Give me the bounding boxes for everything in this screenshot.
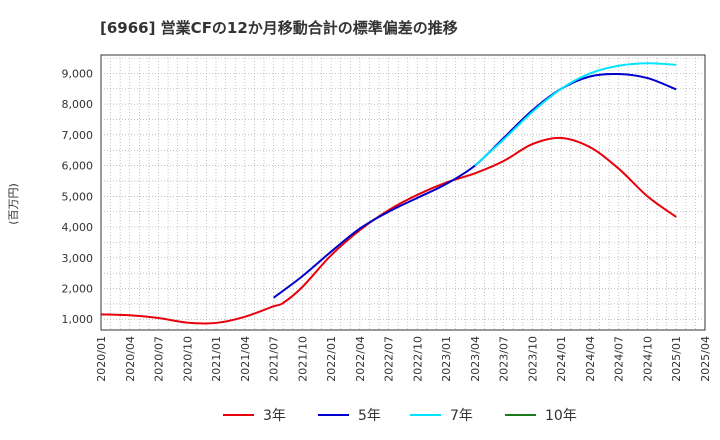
x-tick-label: 2025/01 [670, 336, 683, 382]
series-line [474, 62, 677, 167]
y-tick-label: 9,000 [62, 67, 94, 80]
x-tick-label: 2021/01 [210, 336, 223, 382]
y-axis-label: (百万円) [7, 183, 20, 225]
legend-label: 10年 [545, 408, 577, 424]
y-tick-label: 4,000 [62, 221, 94, 234]
y-tick-label: 8,000 [62, 98, 94, 111]
x-tick-label: 2021/10 [296, 336, 309, 382]
x-tick-label: 2024/01 [555, 336, 568, 382]
legend-label: 3年 [263, 408, 286, 424]
series-lines [100, 62, 677, 325]
series-line [272, 72, 677, 299]
y-tick-label: 7,000 [62, 129, 94, 142]
x-tick-label: 2023/07 [498, 336, 511, 382]
x-tick-label: 2020/01 [95, 336, 108, 382]
y-tick-label: 2,000 [62, 283, 94, 296]
x-tick-label: 2022/07 [383, 336, 396, 382]
x-axis-ticks: 2020/01 2020/04 2020/07 2020/10 2021/01 2021/… [95, 336, 712, 382]
legend: 3年 5年 7年 10年 [223, 408, 577, 424]
x-tick-label: 2020/04 [124, 336, 137, 382]
x-tick-label: 2020/07 [153, 336, 166, 382]
x-tick-label: 2022/01 [325, 336, 338, 382]
x-tick-label: 2022/10 [411, 336, 424, 382]
x-tick-label: 2020/10 [181, 336, 194, 382]
plot-area [100, 54, 706, 331]
y-tick-label: 1,000 [62, 313, 94, 326]
x-tick-label: 2021/04 [239, 336, 252, 382]
x-tick-label: 2022/04 [354, 336, 367, 382]
y-tick-label: 6,000 [62, 160, 94, 173]
x-tick-label: 2021/07 [268, 336, 281, 382]
legend-label: 5年 [358, 408, 381, 424]
x-tick-label: 2024/04 [584, 336, 597, 382]
y-tick-label: 3,000 [62, 252, 94, 265]
y-tick-label: 5,000 [62, 190, 94, 203]
x-tick-label: 2025/04 [699, 336, 712, 382]
x-tick-label: 2023/10 [526, 336, 539, 382]
x-tick-label: 2023/01 [440, 336, 453, 382]
x-tick-label: 2024/07 [613, 336, 626, 382]
y-axis-ticks: 1,000 2,000 3,000 4,000 5,000 6,000 7,000 8,000… [62, 67, 94, 326]
chart-title: [6966] 営業CFの12か月移動合計の標準偏差の推移 [100, 19, 458, 37]
grid-lines [101, 55, 705, 330]
x-tick-label: 2023/04 [469, 336, 482, 382]
legend-label: 7年 [450, 408, 473, 424]
x-tick-label: 2024/10 [641, 336, 654, 382]
